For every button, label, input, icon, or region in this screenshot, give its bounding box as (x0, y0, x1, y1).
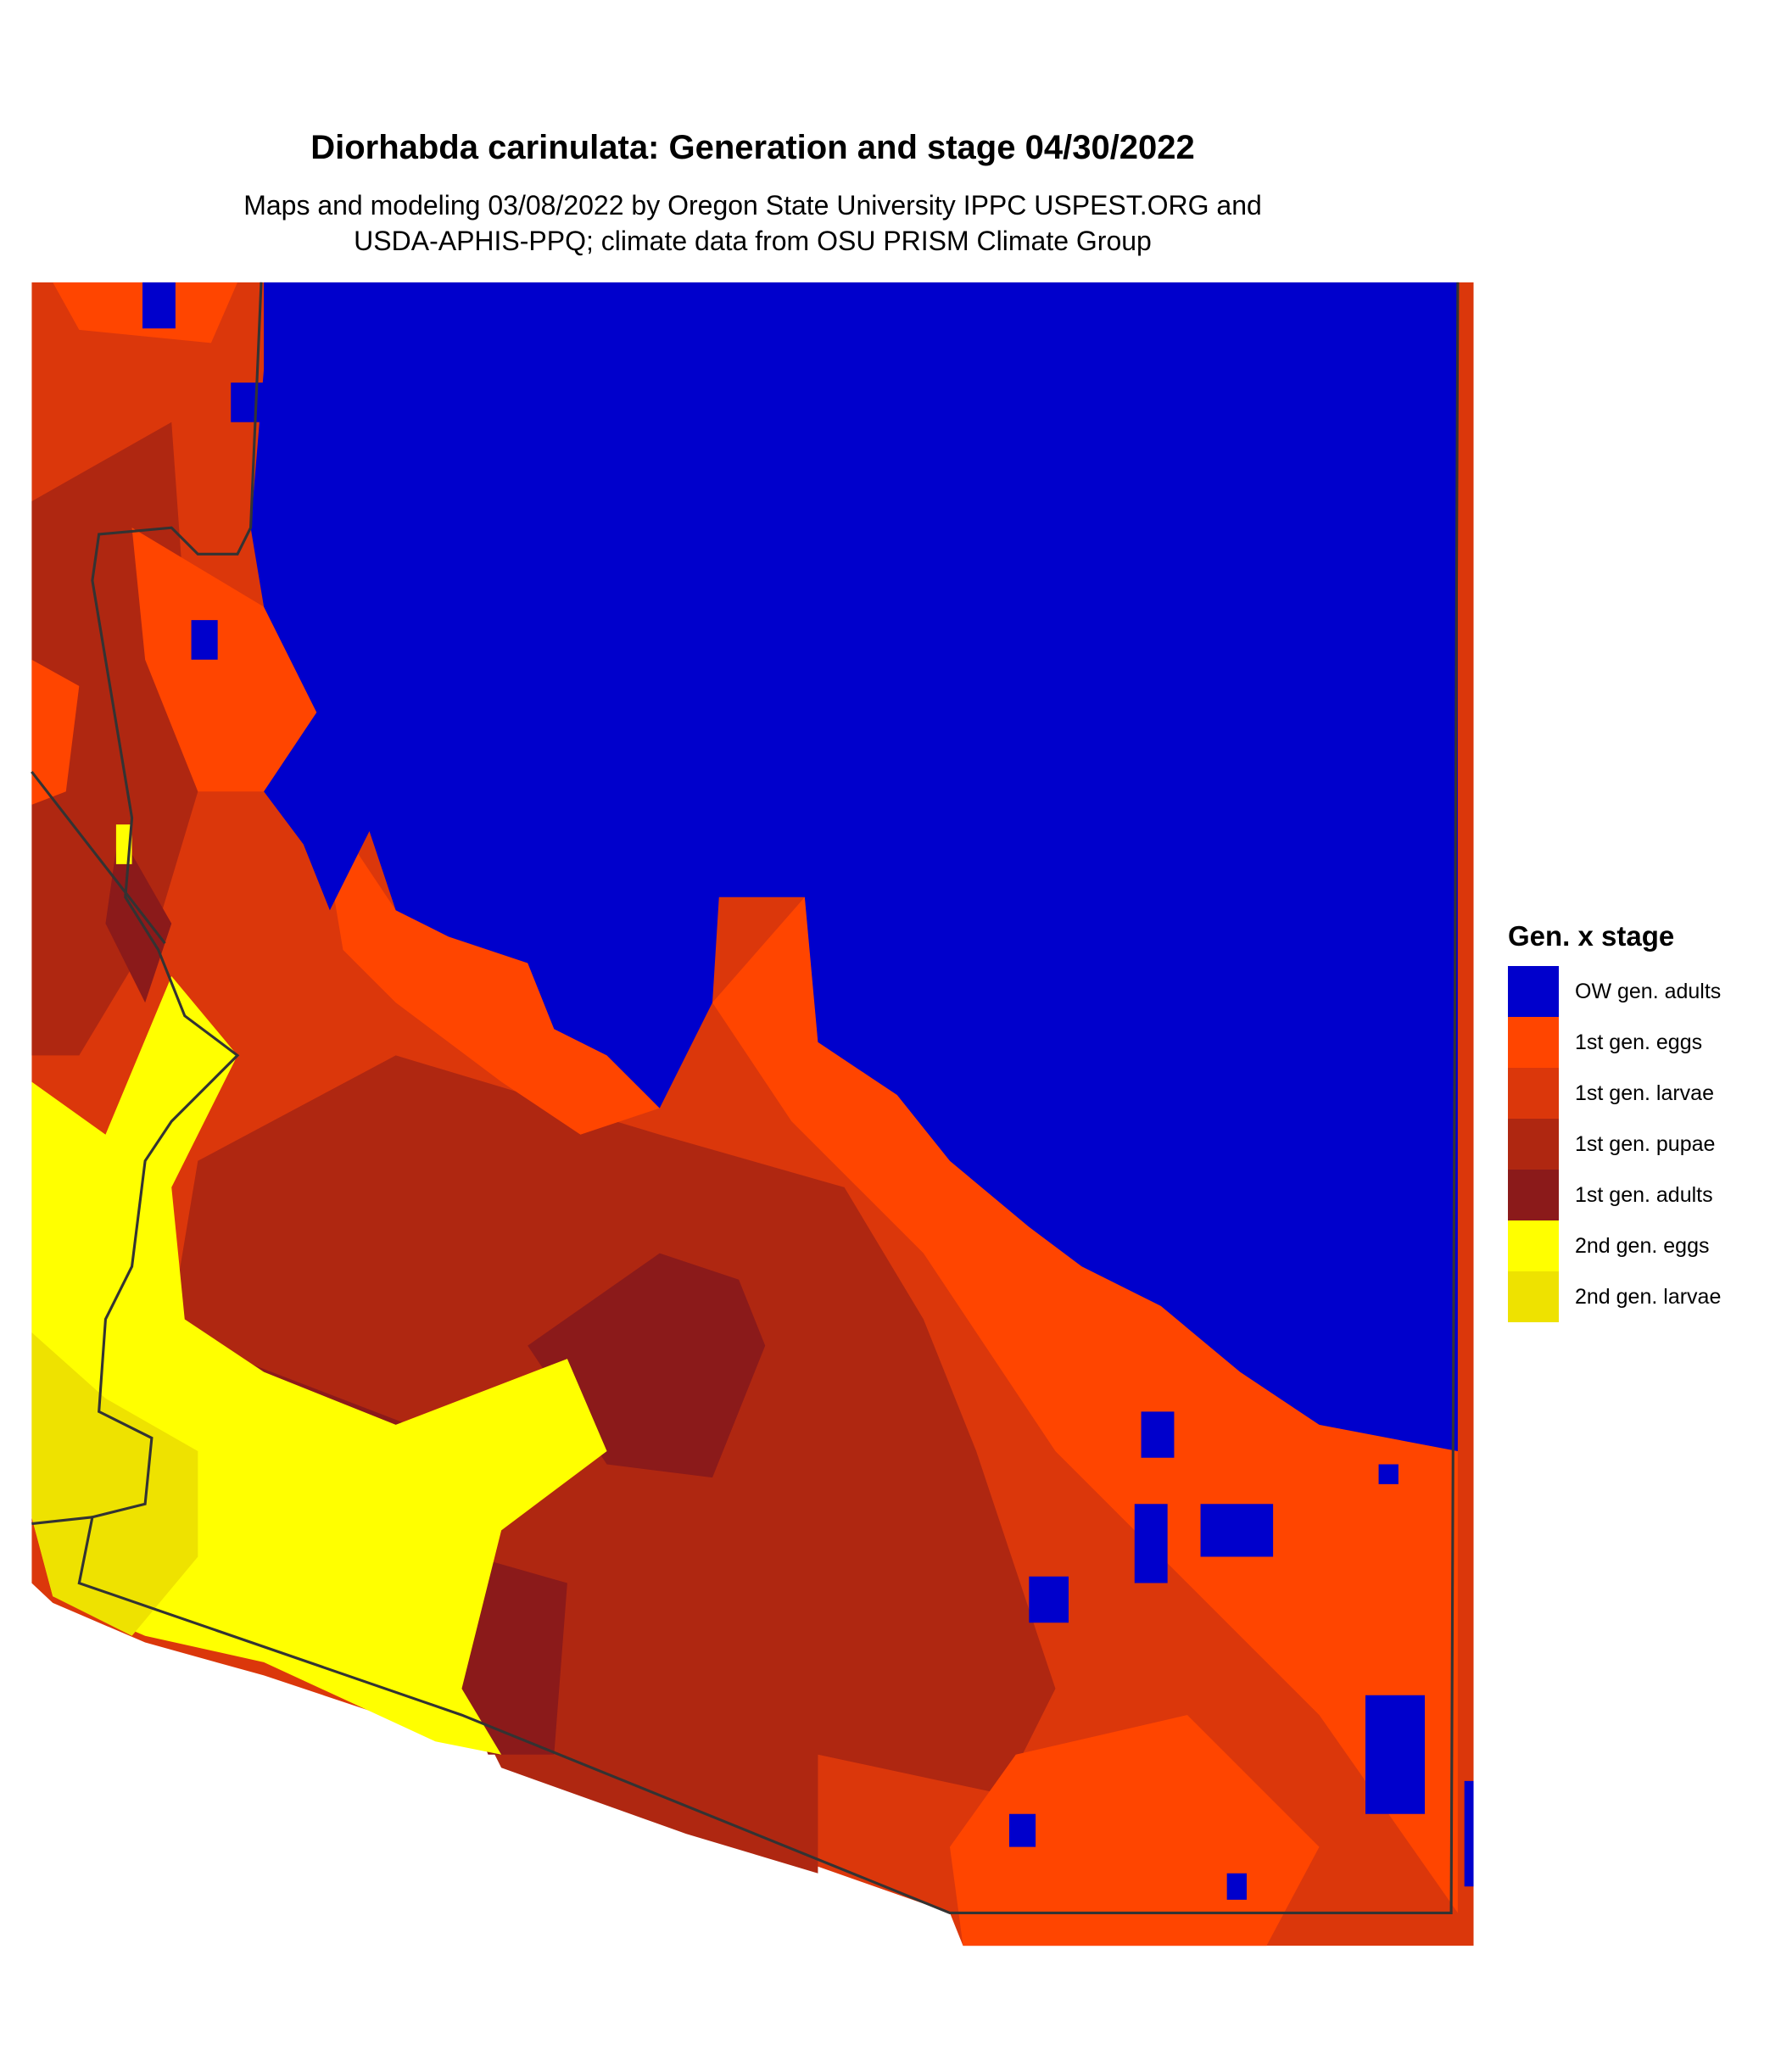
legend-label: 1st gen. pupae (1575, 1131, 1716, 1156)
legend-label: 2nd gen. larvae (1575, 1284, 1722, 1309)
region-1st-gen-adults (105, 830, 766, 1755)
region-ow-gen-adults (142, 282, 1474, 1900)
legend-item: OW gen. adults (1508, 966, 1721, 1017)
legend-item: 2nd gen. eggs (1508, 1220, 1721, 1271)
legend-label: 1st gen. larvae (1575, 1081, 1714, 1105)
region-2nd-gen-larvae (31, 1332, 198, 1636)
legend-swatch (1508, 1017, 1559, 1068)
legend: Gen. x stage OW gen. adults 1st gen. eggs… (1508, 920, 1721, 1322)
legend-item: 1st gen. larvae (1508, 1068, 1721, 1119)
legend-item: 1st gen. pupae (1508, 1119, 1721, 1170)
state-borders (31, 282, 1460, 1914)
legend-swatch (1508, 1068, 1559, 1119)
map-subtitle-line-1: Maps and modeling 03/08/2022 by Oregon S… (243, 190, 1262, 221)
legend-label: 2nd gen. eggs (1575, 1233, 1710, 1258)
legend-item: 1st gen. eggs (1508, 1017, 1721, 1068)
legend-item: 2nd gen. larvae (1508, 1271, 1721, 1322)
legend-title: Gen. x stage (1508, 920, 1675, 952)
legend-label: 1st gen. eggs (1575, 1030, 1703, 1054)
legend-label: 1st gen. adults (1575, 1182, 1713, 1207)
legend-item: 1st gen. adults (1508, 1170, 1721, 1220)
legend-swatch (1508, 1271, 1559, 1322)
legend-label: OW gen. adults (1575, 979, 1722, 1003)
map-subtitle-line-2: USDA-APHIS-PPQ; climate data from OSU PR… (354, 226, 1152, 256)
legend-swatch (1508, 1220, 1559, 1271)
legend-swatch (1508, 1170, 1559, 1220)
map-title: Diorhabda carinulata: Generation and sta… (310, 129, 1195, 166)
legend-swatch (1508, 1119, 1559, 1170)
legend-swatch (1508, 966, 1559, 1017)
